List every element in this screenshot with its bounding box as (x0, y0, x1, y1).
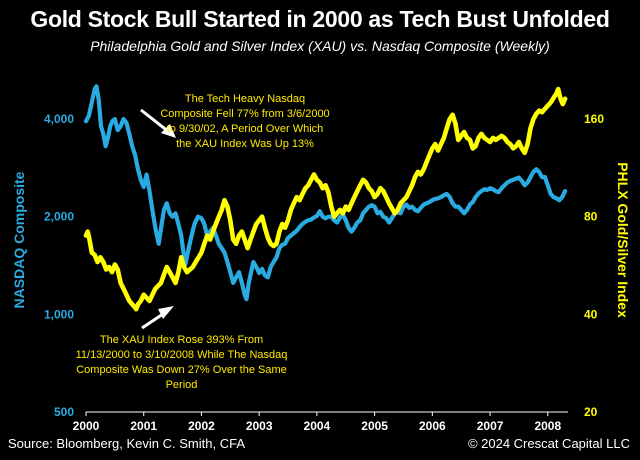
arrow-nasdaq-fall-head (161, 124, 176, 138)
x-tick-label: 2000 (73, 419, 100, 433)
annotation-arrows (140, 108, 176, 330)
y-right-tick-label: 20 (584, 405, 598, 419)
y-left-tick-label: 2,000 (44, 210, 74, 224)
series-line-nasdaq (83, 84, 568, 302)
arrow-nasdaq-fall (140, 108, 170, 134)
y-right-tick-label: 40 (584, 307, 598, 321)
x-tick-label: 2005 (361, 419, 388, 433)
x-tick-label: 2004 (304, 419, 331, 433)
y-right-tick-label: 160 (584, 112, 604, 126)
y-left-tick-label: 4,000 (44, 112, 74, 126)
arrow-xau-rise-head (158, 306, 174, 319)
x-tick-label: 2001 (130, 419, 157, 433)
y-right-tick-label: 80 (584, 210, 598, 224)
x-tick-label: 2003 (246, 419, 273, 433)
series-layer (83, 84, 568, 312)
x-tick-label: 2008 (534, 419, 561, 433)
y-right-axis-title: PHLX Gold/Silver Index (615, 162, 631, 318)
copyright-note: © 2024 Crescat Capital LLC (467, 436, 630, 451)
chart-title: Gold Stock Bull Started in 2000 as Tech … (30, 6, 610, 32)
annotation-xau-rise: The XAU Index Rose 393% From 11/13/2000 … (75, 334, 288, 391)
y-left-tick-label: 500 (54, 405, 74, 419)
annotation-nasdaq-fall: The Tech Heavy Nasdaq Composite Fell 77%… (160, 93, 330, 150)
series-line-xau (83, 86, 568, 312)
y-left-axis-title: NASDAQ Composite (11, 171, 27, 308)
x-tick-label: 2002 (188, 419, 215, 433)
x-tick-label: 2007 (477, 419, 504, 433)
x-tick-label: 2006 (419, 419, 446, 433)
axes-layer: 2000 2001 2002 2003 2004 2005 2006 2007 2008 500 1… (11, 112, 631, 433)
y-left-tick-label: 1,000 (44, 307, 74, 321)
chart-subtitle: Philadelphia Gold and Silver Index (XAU)… (90, 38, 550, 54)
source-note: Source: Bloomberg, Kevin C. Smith, CFA (8, 436, 245, 451)
